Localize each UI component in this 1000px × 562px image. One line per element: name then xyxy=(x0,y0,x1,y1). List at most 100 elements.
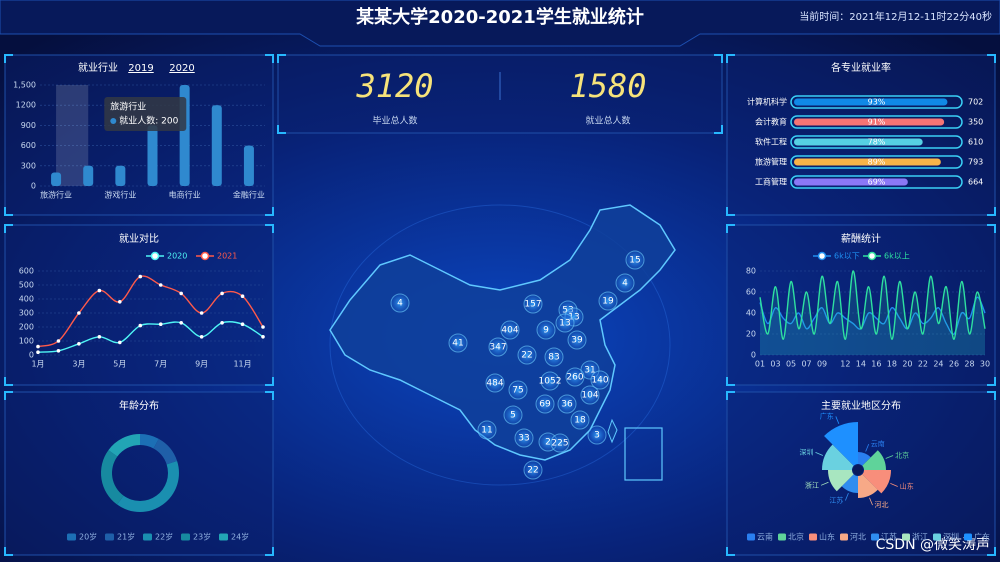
map-bubble xyxy=(590,370,610,390)
map-value: 18 xyxy=(574,416,586,426)
rose-slice xyxy=(862,450,886,470)
slice-label: 江苏 xyxy=(829,495,843,504)
tooltip-label: 就业人数: 200 xyxy=(119,115,178,127)
y-tick-label: 100 xyxy=(19,337,34,346)
label-leader xyxy=(815,452,824,456)
panel xyxy=(726,54,996,216)
series-dot xyxy=(158,322,163,327)
y-tick-label: 600 xyxy=(21,141,36,150)
x-tick-label: 5月 xyxy=(113,360,126,369)
legend-label: 21岁 xyxy=(117,532,135,542)
x-tick-label: 14 xyxy=(856,360,866,369)
map-bubble xyxy=(557,394,577,414)
legend-swatch xyxy=(809,533,817,541)
label-leader xyxy=(820,481,829,486)
legend-label: 6k以上 xyxy=(884,252,910,261)
year-tab[interactable]: 2019 xyxy=(128,63,153,74)
bar-label: 会计教育 xyxy=(755,117,787,127)
y-tick-label: 0 xyxy=(31,182,36,191)
rose-slice xyxy=(858,474,878,498)
bar-value-label: 78% xyxy=(868,138,886,147)
legend-swatch xyxy=(778,533,786,541)
panel-corner xyxy=(987,377,996,386)
legend-swatch xyxy=(105,533,114,541)
header-bar xyxy=(0,0,1000,47)
slice-label: 山东 xyxy=(900,481,914,490)
x-tick-label: 16 xyxy=(871,360,881,369)
bar-value-label: 93% xyxy=(868,98,886,107)
series-dot xyxy=(138,274,143,279)
legend-label: 6k以下 xyxy=(834,252,860,261)
series-line xyxy=(37,275,264,348)
panel-corner xyxy=(714,125,723,134)
series-dot xyxy=(36,344,40,349)
map-value: 13 xyxy=(568,313,579,323)
map-value: 36 xyxy=(561,400,573,410)
map-value: 11 xyxy=(481,426,492,436)
map-value: 69 xyxy=(539,400,551,410)
stat-value: 1580 xyxy=(569,67,646,105)
panel-corner xyxy=(265,224,274,233)
panel-corner xyxy=(987,391,996,400)
label-leader xyxy=(845,492,849,501)
label-leader xyxy=(865,443,870,452)
map-value: 13 xyxy=(559,319,570,329)
series-dot xyxy=(179,291,183,296)
map-bubble xyxy=(448,333,468,353)
panel-corner xyxy=(4,391,13,400)
series-dot xyxy=(220,321,224,325)
series-dot xyxy=(199,311,204,315)
map-value: 33 xyxy=(518,434,529,444)
bar-count: 664 xyxy=(968,178,983,187)
donut-slice xyxy=(153,438,178,465)
map-value: 41 xyxy=(452,339,463,349)
bar-track xyxy=(790,155,963,169)
map-bubble xyxy=(625,250,645,270)
hover-band xyxy=(56,85,89,186)
rose-slice xyxy=(822,444,854,470)
map-bubble xyxy=(598,291,618,311)
x-tick-label: 09 xyxy=(817,360,827,369)
map-bubble xyxy=(508,380,528,400)
series-line xyxy=(759,270,986,340)
x-tick-label: 9月 xyxy=(195,360,208,369)
slice-label: 浙江 xyxy=(805,480,819,489)
panel-corner xyxy=(987,207,996,216)
stat-label: 毕业总人数 xyxy=(372,115,417,127)
x-tick-label: 24 xyxy=(933,360,943,369)
donut-slice xyxy=(117,460,179,512)
panel-corner xyxy=(987,547,996,556)
panel-title: 薪酬统计 xyxy=(841,232,881,245)
panel-corner xyxy=(265,377,274,386)
map-value: 260 xyxy=(566,373,583,383)
map-value: 157 xyxy=(524,300,541,310)
panel-corner xyxy=(726,391,735,400)
bar-value-label: 69% xyxy=(868,178,886,187)
legend-dot xyxy=(200,251,210,261)
map-value: 31 xyxy=(584,366,595,376)
panel-title: 就业行业 xyxy=(78,61,118,74)
taiwan xyxy=(607,418,618,444)
legend-dot xyxy=(150,251,160,261)
bar xyxy=(115,165,126,186)
series-dot xyxy=(261,325,265,329)
panel-corner xyxy=(4,377,13,386)
legend-swatch xyxy=(902,533,910,541)
legend-swatch xyxy=(840,533,848,541)
map-bubble xyxy=(523,294,543,314)
map-bubble xyxy=(500,320,520,340)
x-tick-label: 3月 xyxy=(72,360,85,369)
panel-corner xyxy=(714,54,723,63)
map-bubble xyxy=(503,405,523,425)
panel-corner xyxy=(726,207,735,216)
map-bubble xyxy=(390,293,410,313)
slice-label: 河北 xyxy=(875,501,889,509)
x-tick-label: 07 xyxy=(801,360,811,369)
donut-slice xyxy=(140,434,159,449)
year-tab[interactable]: 2020 xyxy=(169,63,194,74)
map-bubble xyxy=(550,433,570,453)
series-dot xyxy=(77,342,81,346)
y-tick-label: 1200 xyxy=(16,101,36,110)
donut-slice xyxy=(101,450,124,505)
bar-track xyxy=(790,115,963,129)
